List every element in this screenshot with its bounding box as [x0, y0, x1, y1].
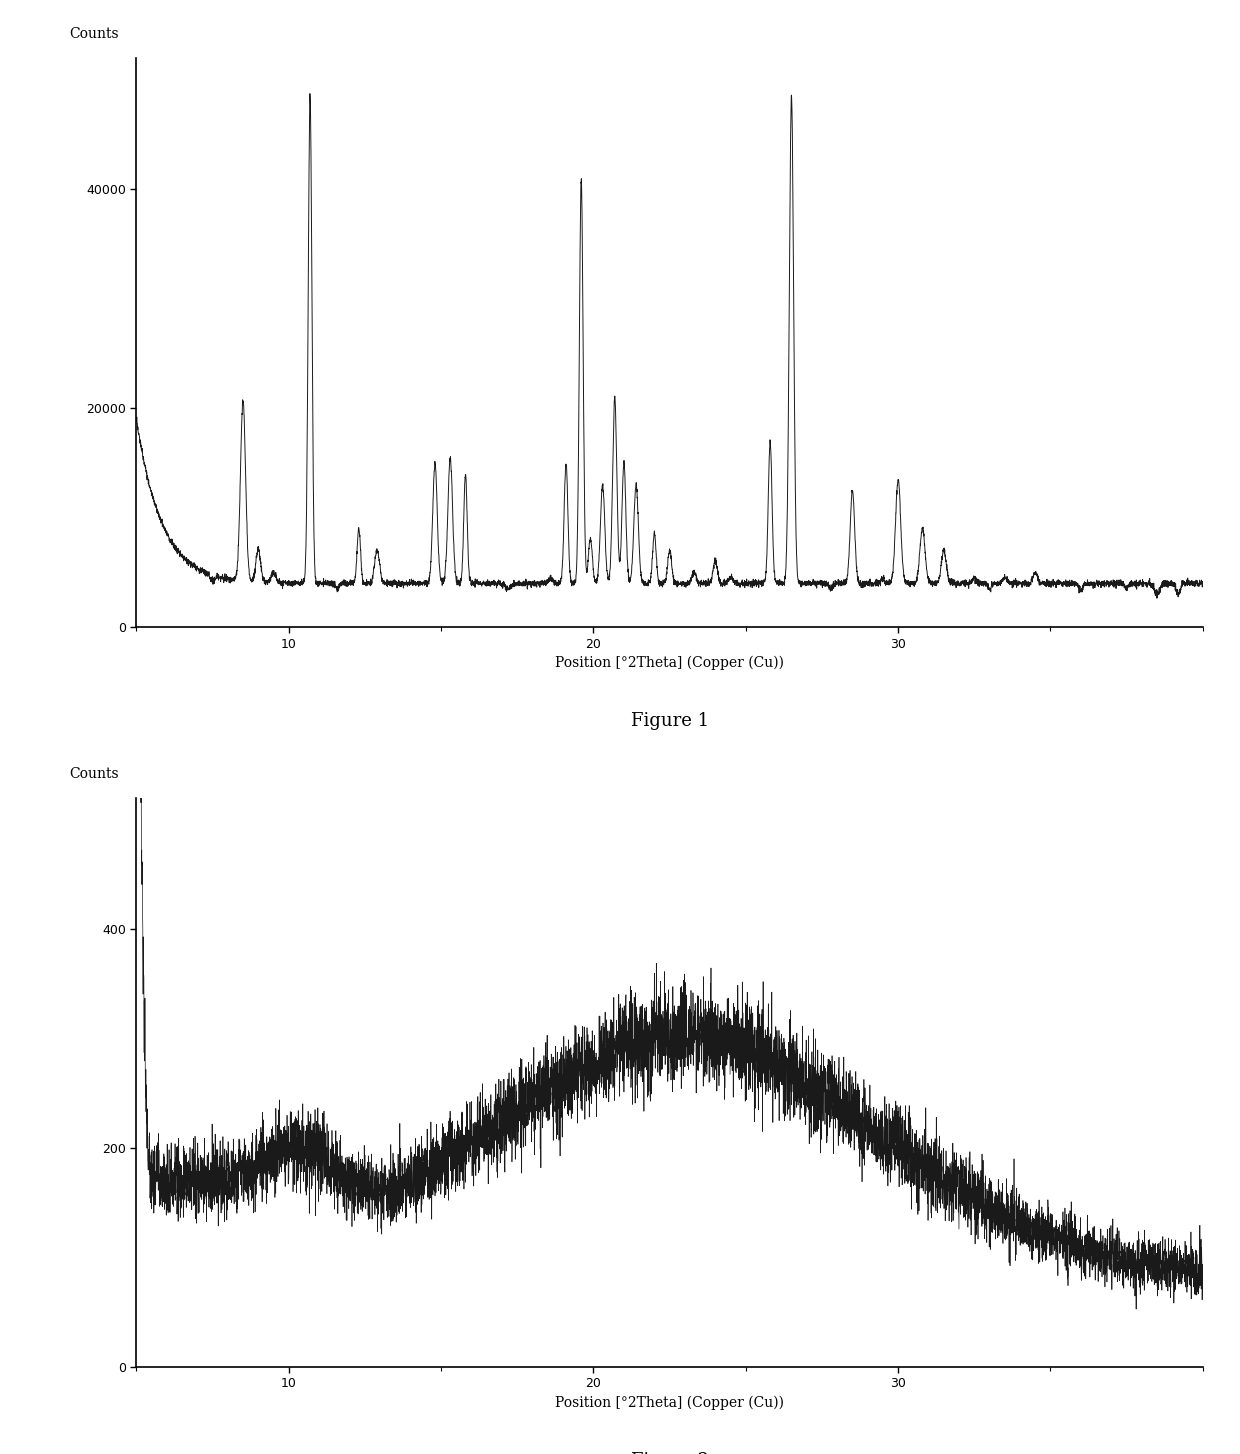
- Text: Figure 2: Figure 2: [631, 1453, 708, 1454]
- X-axis label: Position [°2Theta] (Copper (Cu)): Position [°2Theta] (Copper (Cu)): [556, 656, 784, 670]
- X-axis label: Position [°2Theta] (Copper (Cu)): Position [°2Theta] (Copper (Cu)): [556, 1396, 784, 1410]
- Y-axis label: Counts: Counts: [69, 766, 119, 781]
- Y-axis label: Counts: Counts: [69, 28, 119, 41]
- Text: Figure 1: Figure 1: [630, 712, 709, 730]
